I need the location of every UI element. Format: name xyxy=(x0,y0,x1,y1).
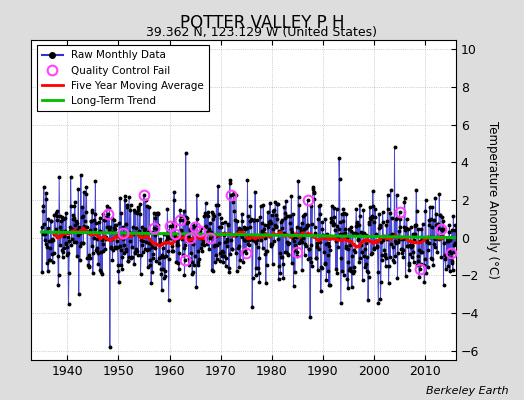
Y-axis label: Temperature Anomaly (°C): Temperature Anomaly (°C) xyxy=(486,121,498,279)
Text: Berkeley Earth: Berkeley Earth xyxy=(426,386,508,396)
Legend: Raw Monthly Data, Quality Control Fail, Five Year Moving Average, Long-Term Tren: Raw Monthly Data, Quality Control Fail, … xyxy=(37,45,209,111)
Text: POTTER VALLEY P H: POTTER VALLEY P H xyxy=(180,14,344,32)
Text: 39.362 N, 123.129 W (United States): 39.362 N, 123.129 W (United States) xyxy=(147,26,377,39)
